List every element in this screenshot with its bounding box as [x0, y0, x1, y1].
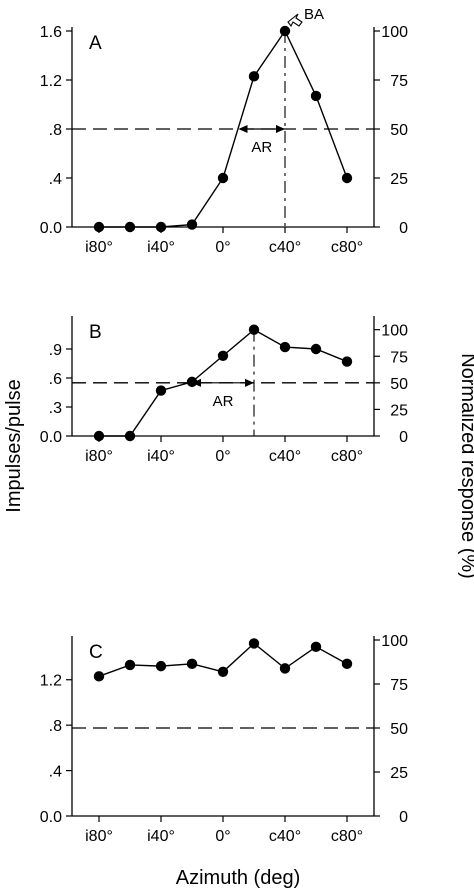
panel-c-left-tick-label: 1.2 [40, 673, 62, 690]
panel-a-left-tick-label: 0.0 [40, 220, 62, 237]
panel-a-right-tick-label: 100 [381, 24, 408, 41]
panel-c-data-point [155, 660, 167, 672]
panel-b: 0.0 .3 .6 .9 0 25 50 75 100 i80° i40° 0° c40° c80° AR B [40, 316, 408, 465]
panel-b-left-tick-label: .3 [49, 400, 62, 417]
panel-c-left-tick-label: .4 [49, 764, 62, 781]
panel-c-left-tick-label: 0.0 [40, 809, 62, 826]
panel-a-left-tick-label: .8 [49, 122, 62, 139]
panel-b-left-tick-label: .6 [49, 371, 62, 388]
panel-b-data-point [310, 343, 322, 355]
panel-c-data-point [310, 641, 322, 653]
panel-b-data-point [341, 356, 353, 367]
panel-c-data-point [186, 658, 198, 670]
panel-b-x-tick-label: c80° [331, 448, 363, 465]
panel-a-data-point [124, 221, 136, 233]
panel-c-left-tick-label: .8 [49, 718, 62, 735]
panel-c-x-tick-label: c80° [331, 828, 363, 845]
panel-b-data-point [279, 341, 291, 353]
panel-b-x-tick-label: c40° [269, 448, 301, 465]
panel-a-data-point [279, 25, 291, 37]
panel-b-right-tick-label: 25 [390, 402, 408, 419]
panel-b-x-tick-label: 0° [215, 448, 230, 465]
panel-c-right-tick-label: 0 [399, 809, 408, 826]
panel-c-data-point [341, 658, 353, 670]
y-axis-title-left: Impulses/pulse [3, 379, 25, 512]
panel-b-letter: B [89, 322, 102, 343]
panel-c-data-point [217, 666, 229, 677]
panel-a-x-tick-label: 0° [215, 239, 230, 256]
panel-c-x-tick-label: c40° [269, 828, 301, 845]
panel-b-data-point [155, 385, 167, 396]
panel-c-data-point [93, 671, 105, 682]
panel-b-ar-label: AR [213, 393, 234, 410]
panel-c-right-tick-label: 50 [390, 721, 408, 738]
panel-b-data-point [124, 430, 136, 442]
panel-b-data-point [93, 430, 105, 442]
panel-c-data-point [124, 659, 136, 671]
panel-a-right-tick-label: 75 [390, 73, 408, 90]
panel-a-x-tick-label: i80° [85, 239, 113, 256]
panel-a-data-point [155, 221, 167, 233]
panel-a-x-tick-label: i40° [147, 239, 175, 256]
panel-a-left-tick-label: 1.2 [40, 73, 62, 90]
panel-a-right-tick-label: 0 [399, 220, 408, 237]
panel-b-data-point [186, 376, 198, 388]
panel-a-data-point [310, 90, 322, 102]
panel-a-ar-arrowhead-left [238, 125, 248, 133]
panel-a-left-tick-label: 1.6 [40, 24, 62, 41]
panel-c-data-point [248, 638, 260, 649]
panel-c-right-tick-label: 100 [381, 633, 408, 650]
panel-c-right-tick-label: 25 [390, 765, 408, 782]
panel-a-data-point [93, 221, 105, 233]
panel-c-x-tick-label: i40° [147, 828, 175, 845]
panel-c-x-tick-label: i80° [85, 828, 113, 845]
y-axis-title-right: Normalized response (%) [457, 353, 474, 579]
panel-a-data-point [217, 172, 229, 184]
panel-a-ba-arrow-icon [287, 13, 303, 28]
panel-b-right-tick-label: 50 [390, 376, 408, 393]
panel-a: 0.0 .4 .8 1.2 1.6 0 25 50 75 100 i80° i40° 0° c40° c80… [40, 6, 408, 256]
panel-a-ba-label: BA [304, 6, 324, 23]
panel-a-data-point [248, 71, 260, 82]
panel-a-data-point [186, 219, 198, 230]
panel-b-right-tick-label: 0 [399, 429, 408, 446]
panel-a-x-tick-label: c40° [269, 239, 301, 256]
panel-c-data-point [279, 663, 291, 674]
panel-b-right-tick-label: 100 [381, 323, 408, 340]
panel-a-letter: A [89, 33, 102, 54]
panel-b-x-tick-label: i40° [147, 448, 175, 465]
panel-b-data-point [217, 350, 229, 361]
panel-b-left-tick-label: 0.0 [40, 429, 62, 446]
panel-b-right-tick-label: 75 [390, 349, 408, 366]
panel-a-right-tick-label: 50 [390, 122, 408, 139]
panel-c: 0.0 .4 .8 1.2 0 25 50 75 100 i80° i40° 0° c40° c80° C [40, 633, 408, 845]
panel-c-letter: C [89, 642, 103, 663]
panel-c-right-tick-label: 75 [390, 677, 408, 694]
panel-a-ar-label: AR [251, 139, 272, 156]
panel-b-data-point [248, 324, 260, 335]
panel-a-ar-arrowhead-right [276, 125, 285, 133]
panel-a-left-tick-label: .4 [49, 171, 62, 188]
panel-a-data-point [341, 172, 353, 184]
panel-b-x-tick-label: i80° [85, 448, 113, 465]
panel-a-right-tick-label: 25 [390, 171, 408, 188]
panel-c-x-tick-label: 0° [215, 828, 230, 845]
panel-a-x-tick-label: c80° [331, 239, 363, 256]
panel-b-ar-arrowhead-right [245, 378, 254, 387]
x-axis-title: Azimuth (deg) [176, 867, 301, 889]
panel-b-left-tick-label: .9 [49, 342, 62, 359]
